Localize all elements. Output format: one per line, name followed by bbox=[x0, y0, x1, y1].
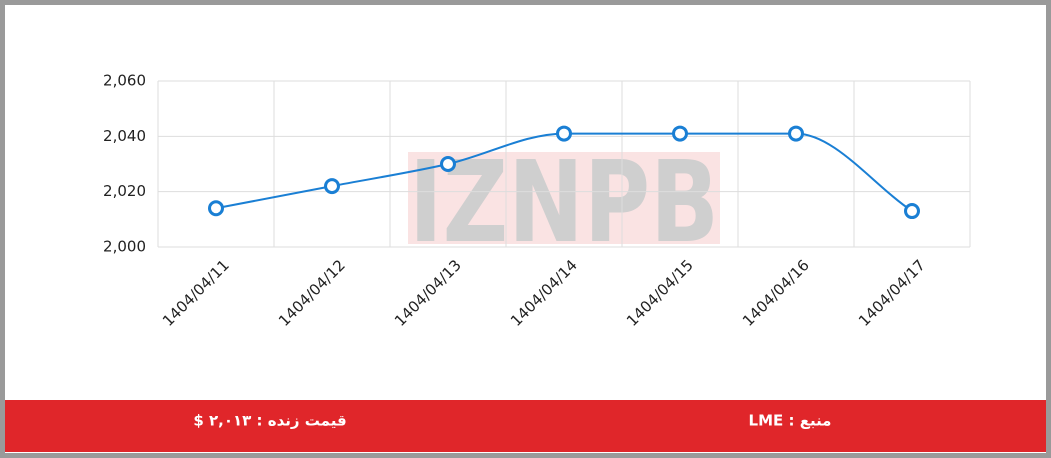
y-tick-label: 2,060 bbox=[103, 72, 146, 90]
point bbox=[208, 200, 224, 217]
source: منبع : LME bbox=[749, 412, 832, 430]
y-tick-label: 2,020 bbox=[103, 182, 146, 200]
point bbox=[788, 125, 804, 142]
footer-bar bbox=[5, 400, 1046, 452]
watermark: IZNPB bbox=[409, 138, 719, 268]
y-tick-label: 2,040 bbox=[103, 127, 146, 145]
point bbox=[324, 178, 340, 195]
point bbox=[672, 125, 688, 142]
live-price: قیمت زنده : ۲,۰۱۳ $ bbox=[193, 412, 346, 430]
watermark-group: IZNPB bbox=[408, 138, 720, 268]
point bbox=[556, 125, 572, 142]
point bbox=[440, 156, 456, 172]
point bbox=[904, 203, 920, 220]
panel bbox=[5, 5, 1046, 453]
y-tick-label: 2,000 bbox=[103, 238, 146, 256]
watermark-bg bbox=[408, 152, 720, 244]
